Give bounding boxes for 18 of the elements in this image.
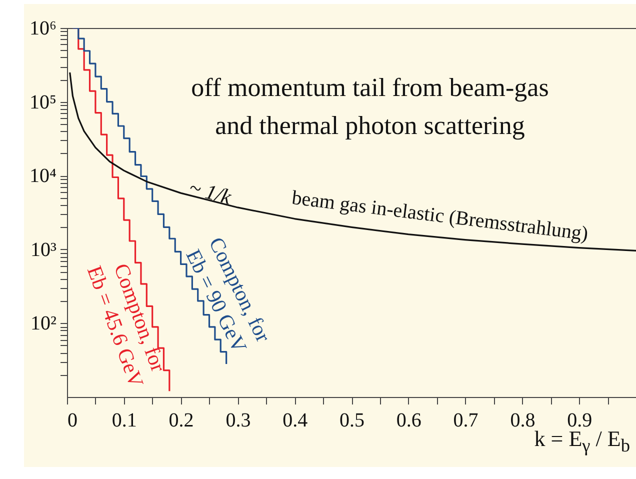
x-tick-label: 0.3 xyxy=(226,410,251,432)
y-tick-label: 10³ xyxy=(30,238,56,261)
y-tick-label: 10² xyxy=(30,312,56,335)
x-tick-label: 0.8 xyxy=(510,410,536,432)
text: Compton, for Eb = 45.6 GeV xyxy=(82,260,171,390)
annotation: ~ 1/k xyxy=(186,174,234,210)
annotation: off momentum tail from beam-gas and thermal photon scattering xyxy=(191,73,549,140)
y-tick-label: 10⁴ xyxy=(30,165,57,188)
y-tick-label: 10⁶ xyxy=(30,18,57,40)
x-tick-label: 0.4 xyxy=(282,410,308,432)
x-tick-label: 0.1 xyxy=(112,410,137,432)
x-tick-label: 0.6 xyxy=(396,410,422,432)
x-tick-label: 0.2 xyxy=(168,410,194,432)
x-tick-label: 0 xyxy=(68,410,78,432)
text: beam gas in-elastic (Bremsstrahlung) xyxy=(290,186,590,246)
y-tick-label: 10⁵ xyxy=(30,91,56,114)
x-tick-label: 0.7 xyxy=(453,410,478,432)
x-tick-label: 0.5 xyxy=(340,410,364,432)
